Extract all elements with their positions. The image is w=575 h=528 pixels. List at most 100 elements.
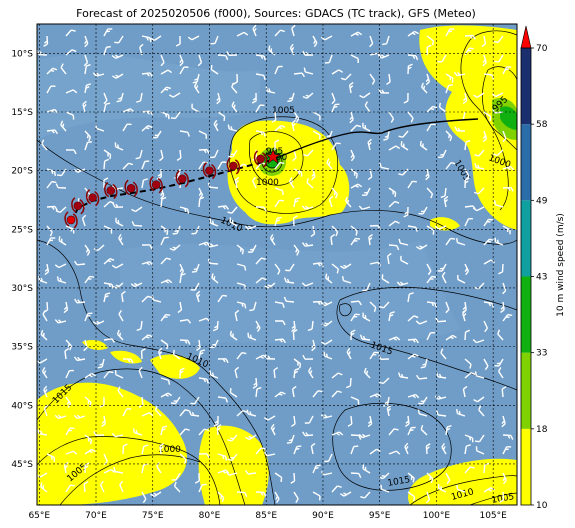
wind-barb xyxy=(464,372,476,379)
wind-barb xyxy=(46,237,56,246)
wind-barb xyxy=(441,442,447,455)
wind-barb xyxy=(443,195,449,208)
lat-tick-label: 40°S xyxy=(11,401,33,411)
wind-barb xyxy=(328,195,334,208)
wind-barb xyxy=(464,329,470,341)
wind-barb xyxy=(179,339,191,345)
wind-barb xyxy=(84,130,92,142)
wind-barb xyxy=(292,215,298,227)
wind-barb xyxy=(141,178,148,189)
wind-barb xyxy=(492,149,504,157)
wind-barb xyxy=(349,111,354,124)
wind-barb xyxy=(361,187,371,196)
wind-barb xyxy=(415,244,428,250)
wind-barb xyxy=(274,29,285,37)
wind-barb xyxy=(326,158,333,170)
wind-barb xyxy=(388,336,401,341)
wind-barb xyxy=(438,102,447,113)
wind-barb xyxy=(445,472,451,485)
wind-barb xyxy=(175,35,181,47)
wind-barb xyxy=(206,242,219,248)
past-track-line xyxy=(69,159,273,225)
wind-barb xyxy=(323,351,333,360)
wind-barb xyxy=(116,92,124,103)
wind-barb xyxy=(398,168,409,176)
wind-barb xyxy=(483,111,492,122)
wind-barb xyxy=(160,377,171,385)
wind-barb xyxy=(160,111,170,120)
wind-barb xyxy=(73,414,86,420)
wind-barb xyxy=(274,216,282,227)
map-title: Forecast of 2025020506 (f000), Sources: … xyxy=(76,7,476,20)
wind-barb xyxy=(234,366,240,379)
isobar-label: 1005 xyxy=(272,106,295,116)
wind-barb xyxy=(118,234,124,246)
wind-barb xyxy=(331,92,336,105)
wind-barb xyxy=(176,149,182,161)
wind-barb xyxy=(362,464,371,474)
wind-barb xyxy=(54,263,67,269)
wind-barb xyxy=(464,139,471,151)
wind-barb xyxy=(440,348,447,360)
wind-barb xyxy=(229,330,238,341)
wind-barb xyxy=(141,72,154,78)
isobar-label: 1015 xyxy=(387,475,411,489)
wind-barb xyxy=(156,462,162,474)
wind-barb xyxy=(160,86,171,94)
wind-barb xyxy=(369,73,376,85)
wind-barb xyxy=(388,428,399,436)
wind-barb xyxy=(249,301,257,312)
wind-barb xyxy=(121,290,126,303)
wind-barb xyxy=(190,396,200,405)
forecast-track-line xyxy=(271,118,479,161)
wind-barb xyxy=(360,491,371,499)
wind-barb xyxy=(56,276,67,284)
wind-barb xyxy=(103,28,113,37)
wind-barb xyxy=(362,282,371,292)
wind-barb xyxy=(192,73,200,84)
wind-barb xyxy=(55,183,67,189)
wind-barb xyxy=(456,484,466,493)
wind-barb xyxy=(350,300,362,306)
wind-barb xyxy=(152,130,162,139)
wind-barb xyxy=(141,35,152,43)
lon-tick-label: 65°E xyxy=(28,511,50,521)
wind-barb xyxy=(420,82,428,94)
wind-barb xyxy=(331,142,341,151)
wind-barb xyxy=(111,263,124,269)
wind-barb xyxy=(119,480,124,493)
wind-barb xyxy=(369,35,374,48)
wind-barb xyxy=(324,54,333,64)
wind-barb xyxy=(274,263,281,275)
wind-barb xyxy=(274,124,286,132)
wind-barb xyxy=(420,424,428,436)
wind-barb xyxy=(160,392,173,398)
wind-barb xyxy=(236,301,247,309)
wind-barb xyxy=(483,73,495,80)
wind-barb xyxy=(283,296,295,303)
wind-barb xyxy=(84,372,96,379)
wind-barb xyxy=(103,177,109,189)
wind-barb xyxy=(407,472,415,483)
wind-barb xyxy=(306,178,314,189)
wind-barb xyxy=(46,85,56,94)
wind-barb xyxy=(407,491,416,502)
wind-barb xyxy=(304,415,314,424)
wind-barb xyxy=(198,483,207,493)
wind-barb xyxy=(312,464,321,474)
wind-barb xyxy=(386,252,392,265)
lat-tick-label: 20°S xyxy=(11,167,33,177)
wind-barb xyxy=(407,315,419,322)
wind-barb xyxy=(84,448,96,455)
wind-barb xyxy=(84,396,92,407)
wind-barb xyxy=(350,149,355,162)
wind-barb xyxy=(251,92,257,104)
wind-barb xyxy=(290,415,296,428)
colorbar-tick-label: 10 xyxy=(536,501,548,511)
wind-barb xyxy=(136,92,143,103)
wind-barb xyxy=(244,225,257,230)
wind-barb xyxy=(386,404,392,417)
wind-barb xyxy=(378,88,390,94)
wind-barb xyxy=(404,415,410,428)
wind-barb xyxy=(350,313,360,322)
